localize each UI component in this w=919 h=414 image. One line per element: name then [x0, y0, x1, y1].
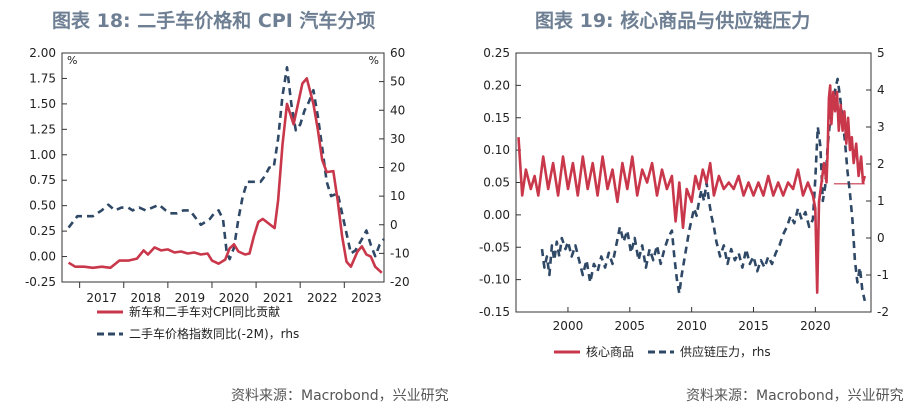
left-left-tick-label: 2.00 [29, 46, 56, 60]
right-source-note: 资料来源：Macrobond，兴业研究 [686, 388, 904, 404]
right-right-tick-label: -1 [877, 268, 889, 282]
right-left-tick-label: 0.15 [483, 111, 510, 125]
left-right-tick-label: 30 [390, 132, 405, 146]
left-series-line-rhs [67, 66, 386, 261]
left-left-tick-label: 0.00 [29, 250, 56, 264]
right-right-tick-label: -2 [877, 305, 889, 319]
left-left-tick-label: 1.50 [29, 97, 56, 111]
right-left-tick-label: 0.00 [483, 208, 510, 222]
left-chart-title: 图表 18: 二手车价格和 CPI 汽车分项 [52, 10, 376, 32]
left-source-note: 资料来源：Macrobond，兴业研究 [231, 388, 449, 404]
right-left-tick-label: 0.20 [483, 78, 510, 92]
right-chart-title: 图表 19: 核心商品与供应链压力 [535, 10, 811, 32]
left-x-tick-label: 2017 [86, 291, 117, 305]
left-legend-label: 二手车价格指数同比(-2M)，rhs [129, 326, 299, 341]
left-left-tick-label: 1.75 [29, 71, 56, 85]
right-left-tick-label: 0.05 [483, 176, 510, 190]
left-left-tick-label: 1.00 [29, 148, 56, 162]
left-x-tick-label: 2022 [307, 291, 338, 305]
left-right-tick-label: 50 [390, 75, 405, 89]
right-left-tick-label: -0.10 [479, 273, 510, 287]
right-right-tick-label: 5 [877, 46, 885, 60]
right-series-line-lhs [517, 84, 867, 294]
left-x-tick-label: 2019 [175, 291, 206, 305]
right-left-tick-label: 0.10 [483, 143, 510, 157]
right-x-tick-label: 2005 [615, 319, 646, 333]
right-right-tick-label: 1 [877, 194, 885, 208]
left-right-tick-label: 40 [390, 103, 405, 117]
left-right-tick-label: 20 [390, 161, 405, 175]
right-legend-label: 供应链压力，rhs [680, 344, 771, 359]
right-right-tick-label: 3 [877, 120, 885, 134]
left-plot-frame [61, 52, 385, 283]
left-left-unit: % [67, 54, 77, 67]
left-chart: 2.00 1.75 1.50 1.25 1.00 0.75 0.50 0.25 0.00 -0.2… [25, 46, 410, 341]
left-right-tick-label: 10 [390, 189, 405, 203]
left-legend-label: 新车和二手车对CPI同比贡献 [129, 304, 280, 319]
right-right-tick-label: 0 [877, 231, 885, 245]
left-left-tick-label: 0.75 [29, 173, 56, 187]
left-right-unit: % [369, 54, 379, 67]
left-right-tick-label: -20 [390, 275, 410, 289]
left-x-tick-label: 2020 [219, 291, 250, 305]
left-x-tick-label: 2018 [131, 291, 162, 305]
left-left-tick-label: 0.25 [29, 224, 56, 238]
right-x-tick-label: 2015 [738, 319, 769, 333]
right-left-tick-label: -0.15 [479, 305, 510, 319]
right-x-tick-label: 2020 [800, 319, 831, 333]
right-legend-label: 核心商品 [586, 344, 634, 359]
right-left-tick-label: 0.25 [483, 46, 510, 60]
left-x-tick-label: 2023 [351, 291, 382, 305]
right-right-tick-label: 4 [877, 83, 885, 97]
left-left-tick-label: 1.25 [29, 122, 56, 136]
right-chart: 0.25 0.20 0.15 0.10 0.05 0.00 -0.05 -0.10 -0.15 5… [479, 46, 889, 359]
left-right-tick-label: -10 [390, 246, 410, 260]
left-left-tick-label: 0.50 [29, 199, 56, 213]
right-x-tick-label: 2010 [676, 319, 707, 333]
right-left-tick-label: -0.05 [479, 240, 510, 254]
right-x-tick-label: 2000 [553, 319, 584, 333]
left-right-tick-label: 0 [390, 218, 398, 232]
left-left-tick-label: -0.25 [25, 275, 56, 289]
right-series-line-rhs [540, 77, 867, 302]
right-right-tick-label: 2 [877, 157, 885, 171]
left-series-line-lhs [67, 77, 383, 274]
left-x-tick-label: 2021 [263, 291, 294, 305]
left-right-tick-label: 60 [390, 46, 405, 60]
